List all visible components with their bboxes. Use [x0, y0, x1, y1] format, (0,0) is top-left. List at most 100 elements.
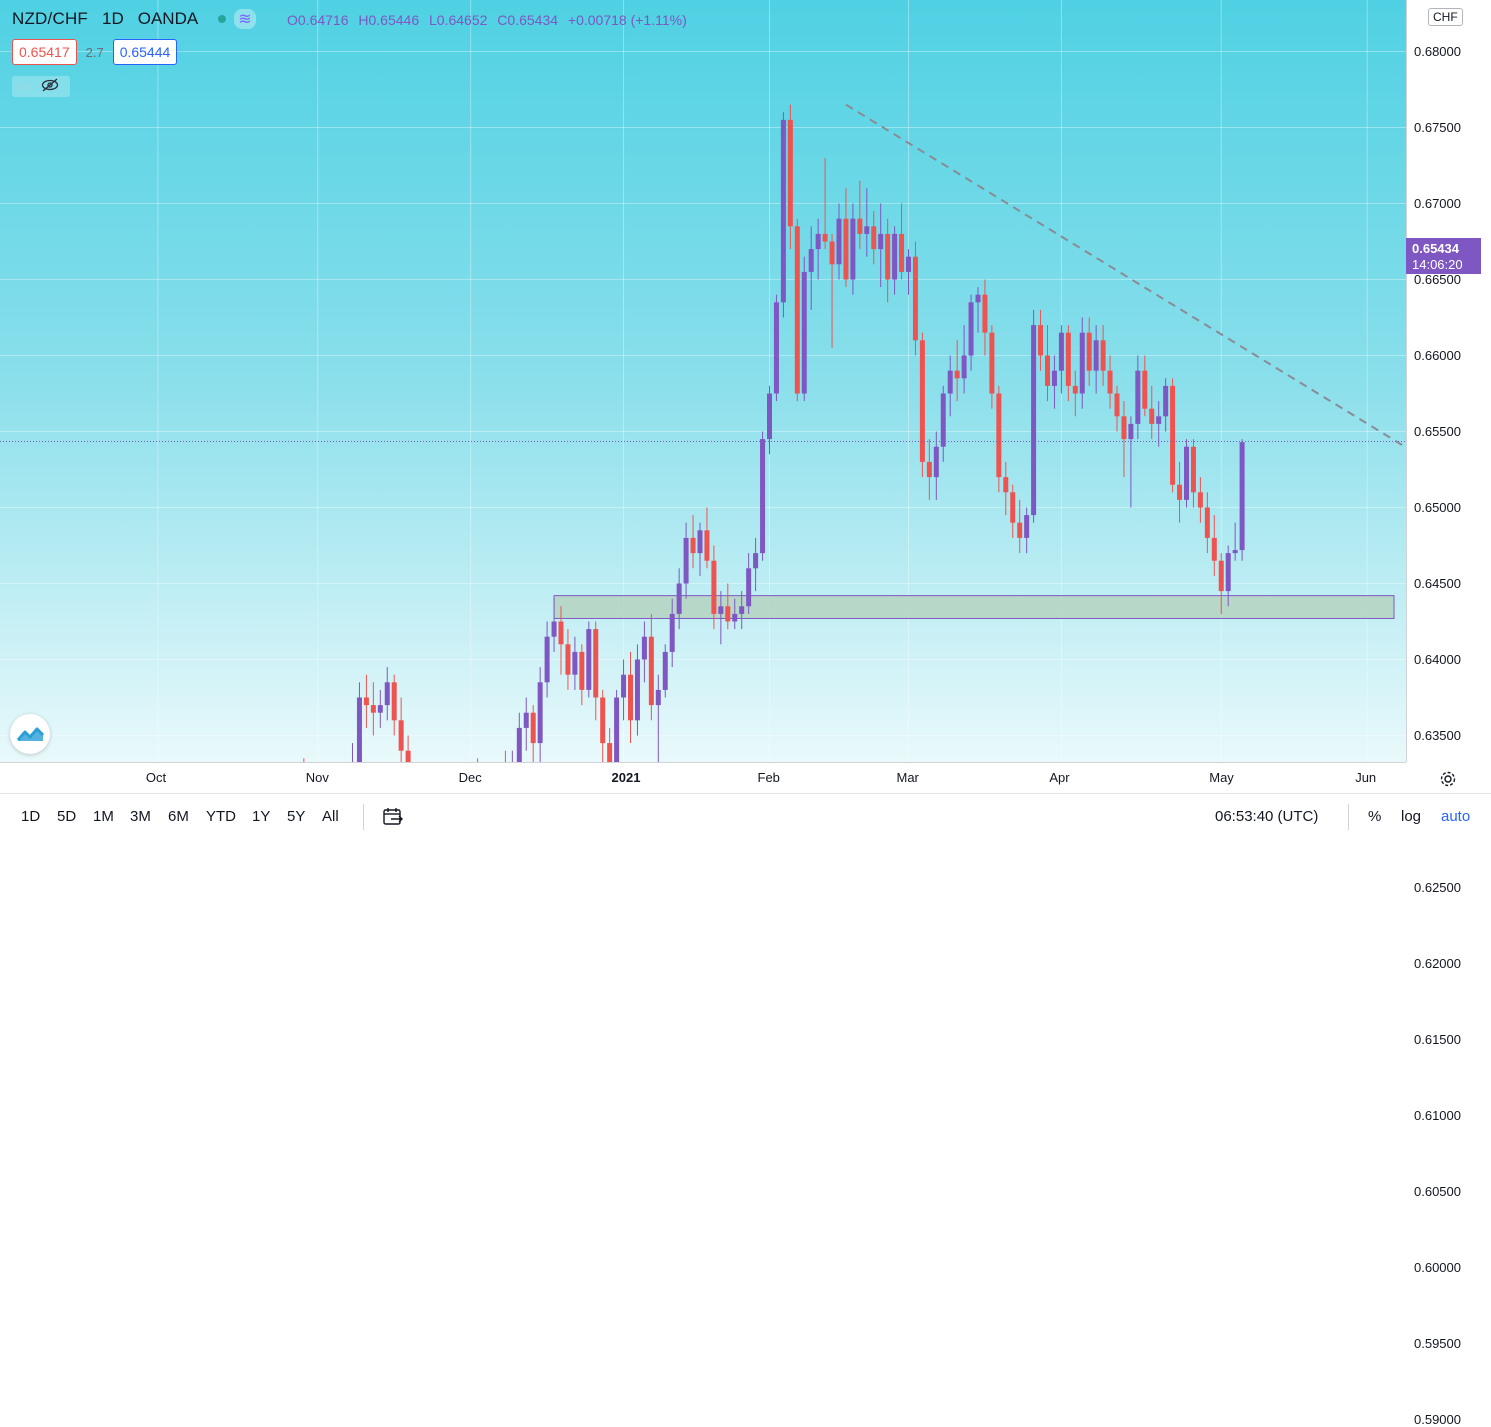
candle-up	[850, 218, 856, 280]
log-scale-toggle[interactable]: log	[1401, 808, 1422, 825]
candle-up	[377, 705, 383, 713]
price-tick-label: 0.62500	[1414, 879, 1461, 895]
candle-down	[989, 332, 995, 394]
candle-up	[780, 119, 786, 303]
price-tick-label: 0.66500	[1414, 271, 1461, 287]
candle-down	[725, 606, 731, 622]
candle-down	[593, 629, 599, 698]
candle-down	[996, 393, 1002, 478]
time-tick-label: Jun	[1355, 770, 1377, 785]
spread-value: 2.7	[85, 44, 104, 60]
price-tick-label: 0.63500	[1414, 727, 1461, 743]
symbol-legend: NZD/CHF 1D OANDA ≋	[12, 9, 256, 29]
candle-down	[1072, 385, 1078, 394]
timeframe-button[interactable]: 1M	[93, 808, 114, 825]
candle-down	[1197, 492, 1203, 508]
eye-hidden-icon[interactable]	[41, 78, 59, 95]
settings-gear-icon[interactable]	[1438, 769, 1458, 794]
timeframe-button[interactable]: 5Y	[287, 808, 306, 825]
candle-down	[558, 621, 564, 645]
low-value: L0.64652	[429, 12, 488, 28]
time-tick-label: Nov	[305, 770, 329, 785]
candle-down	[871, 226, 877, 250]
timeframe-button[interactable]: 6M	[168, 808, 189, 825]
candle-down	[829, 241, 835, 265]
timeframe-button[interactable]: 1Y	[252, 808, 271, 825]
price-tick-label: 0.60000	[1414, 1259, 1461, 1275]
price-chart[interactable]	[0, 0, 1406, 762]
candle-down	[912, 256, 918, 341]
sell-button[interactable]: 0.65417	[12, 39, 77, 65]
price-tick-label: 0.59500	[1414, 1335, 1461, 1351]
candle-down	[794, 226, 800, 394]
open-value: O0.64716	[287, 12, 349, 28]
time-tick-label: Mar	[896, 770, 919, 785]
timeframe-button[interactable]: 3M	[130, 808, 151, 825]
tradingview-logo-icon[interactable]	[10, 714, 50, 754]
candle-up	[655, 689, 661, 706]
timeframe-button[interactable]: 1D	[21, 808, 41, 825]
wave-icon[interactable]: ≋	[234, 9, 256, 29]
symbol-name[interactable]: NZD/CHF	[12, 9, 88, 28]
volume-label: Vol	[16, 79, 33, 94]
timeframe-button[interactable]: 5D	[57, 808, 77, 825]
candle-up	[523, 712, 529, 728]
current-price-label: 0.65434 14:06:20	[1406, 238, 1481, 274]
percent-scale-toggle[interactable]: %	[1368, 808, 1382, 825]
interval-label[interactable]: 1D	[102, 9, 124, 28]
volume-indicator[interactable]: Vol	[12, 76, 70, 97]
candle-up	[968, 302, 974, 356]
candle-down	[405, 750, 411, 762]
current-price-value: 0.65434	[1412, 241, 1459, 256]
price-tick-label: 0.62000	[1414, 955, 1461, 971]
currency-badge[interactable]: CHF	[1428, 8, 1463, 26]
candle-up	[975, 294, 981, 303]
candle-up	[1232, 550, 1238, 554]
candle-up	[586, 629, 592, 690]
candle-down	[1086, 332, 1092, 371]
candle-down	[787, 119, 793, 227]
candle-down	[1170, 385, 1176, 485]
candle-up	[572, 651, 578, 675]
time-tick-label: Apr	[1049, 770, 1070, 785]
candle-up	[906, 256, 911, 272]
candle-up	[1239, 442, 1245, 551]
candle-up	[732, 613, 738, 622]
toolbar-divider	[363, 804, 364, 830]
candle-up	[641, 636, 647, 660]
candle-up	[864, 226, 870, 234]
candle-up	[634, 659, 640, 721]
candle-down	[607, 743, 613, 762]
candle-down	[1149, 408, 1155, 424]
candle-down	[565, 644, 571, 675]
price-tick-label: 0.67500	[1414, 119, 1461, 135]
timeframe-button[interactable]: All	[322, 808, 339, 825]
chart-area[interactable]: NZD/CHF 1D OANDA ≋ O0.64716 H0.65446 L0.…	[0, 0, 1406, 762]
candle-down	[690, 537, 696, 554]
auto-scale-toggle[interactable]: auto	[1441, 808, 1471, 825]
candle-up	[662, 651, 668, 690]
candle-up	[1079, 332, 1085, 394]
price-tick-label: 0.65500	[1414, 423, 1461, 439]
candle-down	[1177, 484, 1183, 500]
candle-down	[628, 674, 633, 721]
timeframe-button[interactable]: YTD	[206, 808, 236, 825]
candle-up	[947, 370, 953, 394]
price-tick-label: 0.66000	[1414, 347, 1461, 363]
calendar-range-icon[interactable]	[382, 806, 404, 833]
utc-clock[interactable]: 06:53:40 (UTC)	[1215, 808, 1319, 825]
price-axis[interactable]	[1406, 0, 1491, 762]
buy-button[interactable]: 0.65444	[112, 39, 178, 65]
candle-down	[982, 294, 988, 333]
candle-down	[600, 697, 606, 744]
candle-up	[1093, 340, 1099, 371]
candle-down	[1204, 507, 1210, 538]
candle-up	[614, 697, 620, 762]
price-tick-label: 0.59000	[1414, 1411, 1461, 1427]
time-tick-label: Feb	[757, 770, 780, 785]
candle-down	[1142, 370, 1148, 409]
time-axis[interactable]	[0, 762, 1406, 793]
candle-down	[398, 720, 404, 751]
toolbar-divider-right	[1348, 804, 1349, 830]
candle-up	[760, 439, 766, 554]
